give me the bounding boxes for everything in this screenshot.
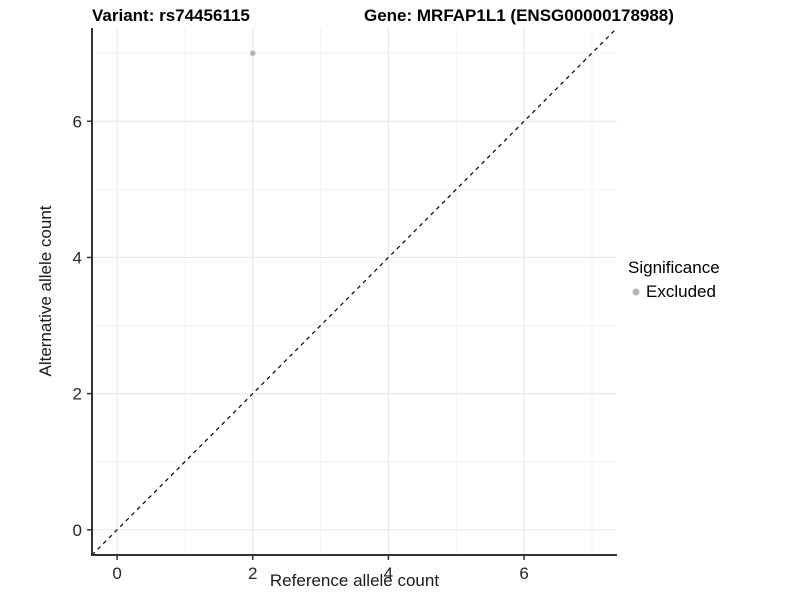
legend-title: Significance	[628, 258, 720, 277]
plot-title-variant: Variant: rs74456115	[92, 6, 250, 25]
data-point	[249, 50, 256, 56]
legend-point-icon	[632, 288, 640, 296]
legend: Significance Excluded	[628, 258, 720, 302]
plot-title-gene: Gene: MRFAP1L1 (ENSG00000178988)	[364, 6, 674, 25]
legend-entry-excluded: Excluded	[628, 282, 720, 302]
x-tick-label: 4	[384, 564, 393, 583]
y-tick-label: 2	[73, 385, 82, 404]
y-tick-label: 6	[73, 112, 82, 131]
x-tick-label: 0	[112, 564, 121, 583]
x-tick-label: 6	[519, 564, 528, 583]
identity-line	[91, 27, 618, 556]
y-axis-title-text: Alternative allele count	[36, 205, 55, 377]
legend-key	[628, 284, 644, 300]
legend-entry-label: Excluded	[646, 282, 716, 301]
x-tick-label: 2	[248, 564, 257, 583]
y-tick-label: 4	[73, 248, 82, 267]
x-axis-title: Reference allele count	[269, 571, 440, 590]
y-tick-label: 0	[73, 521, 82, 540]
